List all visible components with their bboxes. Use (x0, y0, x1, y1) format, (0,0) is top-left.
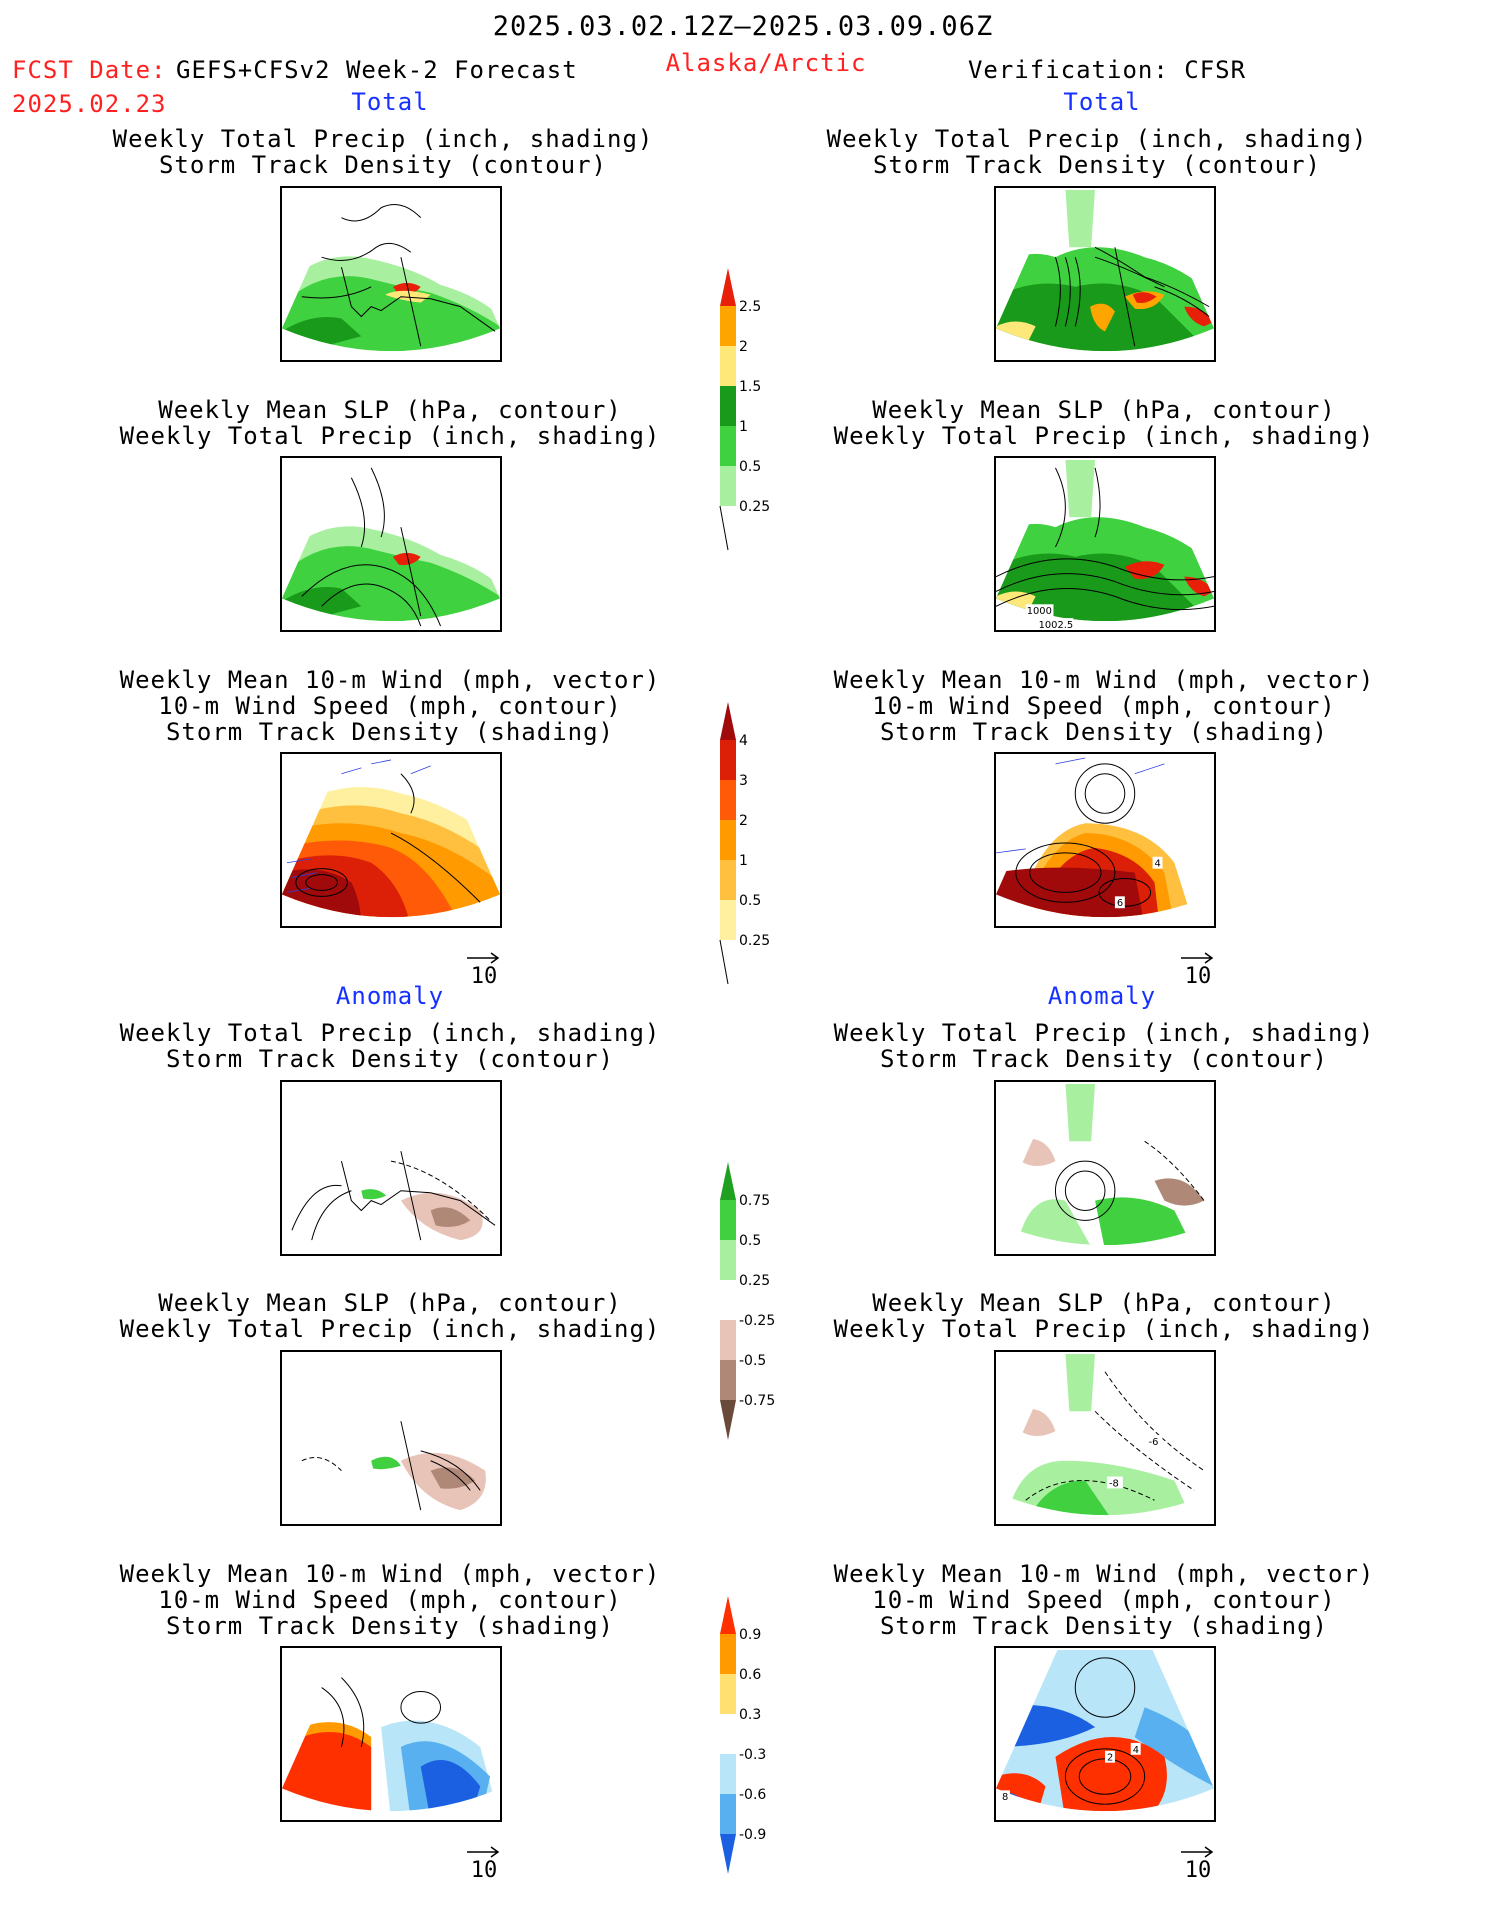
cb-precip-label-0.5: 0.5 (739, 459, 761, 475)
title-r2: Weekly Mean SLP (hPa, contour) Weekly Tot… (833, 396, 1375, 450)
anom-label-6: -6 (1149, 1437, 1159, 1448)
fcst-date-label: FCST Date: (12, 56, 167, 84)
cb-tanom-label-neg0.3: -0.3 (739, 1747, 766, 1763)
title-l3: Weekly Mean 10-m Wind (mph, vector) 10-m … (119, 666, 661, 746)
cb-precip-label-2.5: 2.5 (739, 299, 761, 315)
cb-panom-label-0.25: 0.25 (739, 1273, 770, 1289)
verification-label: Verification: CFSR (967, 56, 1247, 84)
cb-precip-label-0.25: 0.25 (739, 499, 770, 515)
cb-track-label-0.25: 0.25 (739, 933, 770, 949)
vector-ref-r3: 10 (1178, 952, 1218, 989)
title-l1: Weekly Total Precip (inch, shading) Storm… (112, 125, 654, 179)
cb-track-label-4: 4 (739, 733, 748, 749)
map-verification-anomaly-slp-precip: -6 -8 (994, 1350, 1216, 1526)
title-l6: Weekly Mean 10-m Wind (mph, vector) 10-m … (119, 1560, 661, 1640)
title-l2: Weekly Mean SLP (hPa, contour) Weekly Tot… (119, 396, 661, 450)
title-r1: Weekly Total Precip (inch, shading) Storm… (826, 125, 1368, 179)
cb-tanom-label-0.6: 0.6 (739, 1667, 761, 1683)
map-forecast-total-precip-track (280, 186, 502, 362)
anom-label-8: -8 (1109, 1478, 1119, 1489)
map-verification-anomaly-precip-track (994, 1080, 1216, 1256)
colorbar-precip-anomaly: 0.75 0.5 0.25 -0.25 -0.5 -0.75 (715, 1162, 805, 1446)
title-r4: Weekly Total Precip (inch, shading) Storm… (833, 1019, 1375, 1073)
cb-precip-label-1: 1 (739, 419, 748, 435)
cb-track-label-1: 1 (739, 853, 748, 869)
cb-tanom-label-0.3: 0.3 (739, 1707, 761, 1723)
model-name: GEFS+CFSv2 Week-2 Forecast (176, 56, 578, 84)
title-r3: Weekly Mean 10-m Wind (mph, vector) 10-m … (833, 666, 1375, 746)
map-forecast-anomaly-precip-track (280, 1080, 502, 1256)
vector-ref-l6: 10 (464, 1846, 504, 1883)
vector-ref-r6: 10 (1178, 1846, 1218, 1883)
cb-tanom-label-neg0.6: -0.6 (739, 1787, 766, 1803)
map-forecast-total-wind-track (280, 752, 502, 928)
cb-panom-label-neg0.25: -0.25 (739, 1313, 775, 1329)
anom-wind-label-2: 2 (1107, 1753, 1113, 1764)
title-l4: Weekly Total Precip (inch, shading) Storm… (119, 1019, 661, 1073)
anom-wind-label-4: 4 (1133, 1745, 1139, 1756)
cb-track-label-2: 2 (739, 813, 748, 829)
cb-panom-label-0.5: 0.5 (739, 1233, 761, 1249)
cb-tanom-label-neg0.9: -0.9 (739, 1827, 766, 1843)
map-verification-total-precip-track (994, 186, 1216, 362)
section-anomaly-left: Anomaly (335, 982, 445, 1010)
cb-tanom-label-0.9: 0.9 (739, 1627, 761, 1643)
arrow-right-icon (1181, 952, 1214, 964)
map-verification-total-wind-track: 4 6 (994, 752, 1216, 928)
slp-label-1000: 1000 (1027, 606, 1052, 617)
slp-label-1002: 1002.5 (1039, 620, 1074, 630)
cb-track-label-0.5: 0.5 (739, 893, 761, 909)
region-label: Alaska/Arctic (665, 49, 867, 77)
map-forecast-anomaly-slp-precip (280, 1350, 502, 1526)
arrow-right-icon (467, 1846, 500, 1858)
arrow-right-icon (1181, 1846, 1214, 1858)
cb-precip-label-2: 2 (739, 339, 748, 355)
fcst-date: 2025.02.23 (12, 90, 167, 118)
wind-label-4: 4 (1155, 859, 1161, 870)
anom-wind-label-8: 8 (1002, 1792, 1008, 1803)
section-total-right: Total (1063, 88, 1141, 116)
title-l5: Weekly Mean SLP (hPa, contour) Weekly Tot… (119, 1289, 661, 1343)
map-verification-anomaly-wind-track: 2 4 8 (994, 1646, 1216, 1822)
map-forecast-total-slp-precip (280, 456, 502, 632)
colorbar-track-total: 4 3 2 1 0.5 0.25 (715, 702, 795, 986)
colorbar-precip-total: 2.5 2 1.5 1 0.5 0.25 (715, 268, 795, 552)
title-r5: Weekly Mean SLP (hPa, contour) Weekly Tot… (833, 1289, 1375, 1343)
title-r6: Weekly Mean 10-m Wind (mph, vector) 10-m … (833, 1560, 1375, 1640)
cb-track-label-3: 3 (739, 773, 748, 789)
section-anomaly-right: Anomaly (1047, 982, 1157, 1010)
cb-precip-label-1.5: 1.5 (739, 379, 761, 395)
cb-panom-label-0.75: 0.75 (739, 1193, 770, 1209)
cb-panom-label-neg0.5: -0.5 (739, 1353, 766, 1369)
vector-ref-l3: 10 (464, 952, 504, 989)
colorbar-track-anomaly: 0.9 0.6 0.3 -0.3 -0.6 -0.9 (715, 1596, 805, 1880)
cb-panom-label-neg0.75: -0.75 (739, 1393, 775, 1409)
section-total-left: Total (351, 88, 429, 116)
wind-label-6: 6 (1117, 898, 1123, 909)
map-forecast-anomaly-wind-track (280, 1646, 502, 1822)
period-title: 2025.03.02.12Z–2025.03.09.06Z (492, 11, 994, 42)
map-verification-total-slp-precip: 1000 1002.5 (994, 456, 1216, 632)
arrow-right-icon (467, 952, 500, 964)
